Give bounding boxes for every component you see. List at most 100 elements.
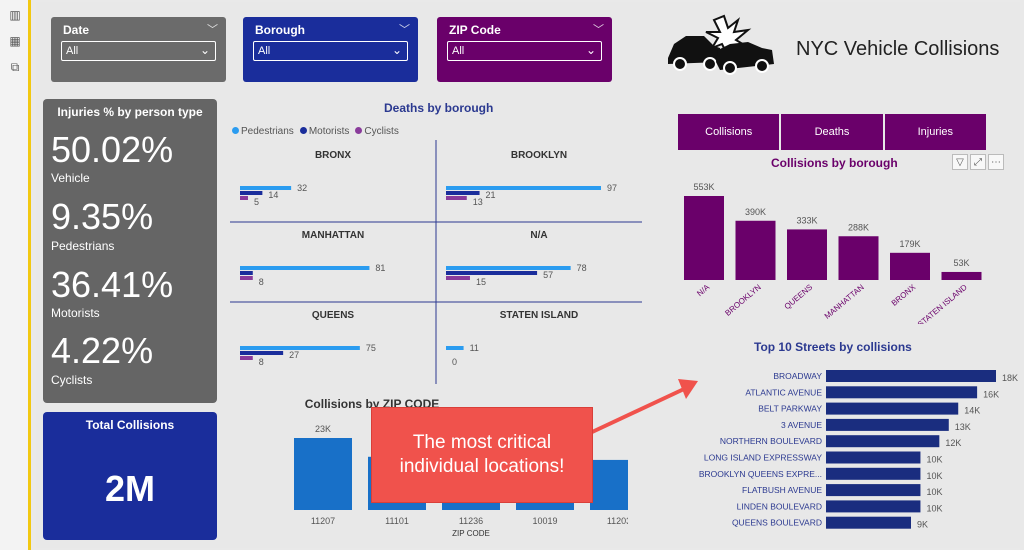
street-bar [826,500,921,513]
data-label: 553K [693,182,714,192]
data-label: 179K [899,239,920,249]
street-bar [826,516,911,529]
date-dropdown[interactable]: All ⌄ [61,41,216,61]
data-view-icon[interactable]: ▦ [9,34,21,48]
date-slicer[interactable]: Date ﹀ All ⌄ [51,17,226,82]
category-label: BRONX [890,282,918,308]
category-label: QUEENS [783,283,815,312]
category-label: 11101 [385,516,409,526]
borough-slicer[interactable]: Borough ﹀ All ⌄ [243,17,418,82]
chevron-down-icon: ⌄ [585,43,596,57]
category-label: MANHATTAN [823,282,866,320]
slicer-title: ZIP Code [449,23,501,37]
death-bar [240,266,370,270]
filter-icon[interactable]: ▽ [952,154,968,170]
callout-line-2: individual locations! [399,456,565,477]
death-bar [446,346,464,350]
data-label: 13K [955,422,971,432]
death-bar [446,266,571,270]
chevron-down-icon: ⌄ [199,43,210,57]
data-label: 10K [926,471,942,481]
data-label: 10K [926,487,942,497]
death-bar [446,186,601,190]
panel-title: N/A [530,230,547,241]
category-label: BROOKLYN [723,283,763,318]
data-label: 81 [375,263,385,273]
category-label: BROADWAY [773,371,822,381]
data-label: 18K [1002,373,1018,383]
street-bar [826,451,921,464]
callout-line-1: The most critical [412,432,552,453]
chevron-down-icon[interactable]: ﹀ [207,24,218,36]
death-bar [240,346,360,350]
legend-item-cyclists[interactable]: Cyclists [355,126,399,137]
data-label: 13 [473,197,483,207]
category-label: NORTHERN BOULEVARD [720,436,822,446]
data-label: 16K [983,389,999,399]
legend-item-pedestrians[interactable]: Pedestrians [232,126,294,137]
panel-title: BROOKLYN [511,150,567,161]
zip-code-dropdown[interactable]: All ⌄ [447,41,602,61]
data-label: 10K [926,455,942,465]
death-bar [240,271,253,275]
pedestrians-percent: 9.35% [51,196,154,237]
cyclists-percent: 4.22% [51,330,154,371]
data-label: 15 [476,277,486,287]
borough-bar [684,196,724,280]
chevron-down-icon[interactable]: ﹀ [399,24,410,36]
injuries-card: Injuries % by person type 50.02% Vehicle… [43,99,217,403]
focus-mode-icon[interactable]: ⤢ [970,154,986,170]
report-view-icon[interactable]: ▥ [9,8,21,22]
report-title: NYC Vehicle Collisions [796,38,1000,60]
street-bar [826,370,996,382]
data-label: 8 [259,277,264,287]
panel-title: QUEENS [312,310,355,321]
data-label: 75 [366,343,376,353]
data-label: 27 [289,350,299,360]
death-bar [240,356,253,360]
data-label: 8 [259,357,264,367]
street-bar [826,484,921,497]
top-streets-chart[interactable]: BROADWAY 18K ATLANTIC AVENUE 16K BELT PARKWA… [656,364,1018,536]
category-label: STATEN ISLAND [916,282,969,324]
legend-dot [232,127,239,134]
data-label: 57 [543,270,553,280]
pedestrians-label: Pedestrians [51,239,115,253]
data-label: 288K [848,222,869,232]
zip-bar [590,459,628,510]
more-options-icon[interactable]: ⋯ [988,154,1004,170]
callout-arrow [589,379,698,435]
slicer-title: Borough [255,23,305,37]
borough-bar [838,236,879,280]
top-streets-title: Top 10 Streets by collisions [754,340,912,354]
data-label: 97 [607,183,617,193]
tab-injuries[interactable]: Injuries [884,114,988,150]
slicer-value: All [258,45,271,57]
death-bar [240,276,253,280]
borough-bar [941,271,982,280]
slicer-value: All [66,45,79,57]
visual-toolbar: ▽ ⤢ ⋯ [952,154,1004,170]
vehicle-percent: 50.02% [51,129,174,170]
category-label: QUEENS BOULEVARD [732,518,822,528]
street-bar [826,435,940,448]
deaths-chart-title: Deaths by borough [384,101,494,115]
tab-collisions[interactable]: Collisions [678,114,782,150]
death-bar [446,191,480,195]
borough-dropdown[interactable]: All ⌄ [253,41,408,61]
legend-item-motorists[interactable]: Motorists [299,126,349,137]
collisions-by-borough-chart[interactable]: 553K N/A 390K BROOKLYN 333K QUEENS 288K MANHATT… [670,174,990,324]
model-view-icon[interactable]: ⧉ [10,60,20,74]
zip-code-slicer[interactable]: ZIP Code ﹀ All ⌄ [437,17,612,82]
panel-title: STATEN ISLAND [500,310,579,321]
card-title: Injuries % by person type [57,105,203,119]
category-label: FLATBUSH AVENUE [742,485,822,495]
tab-deaths[interactable]: Deaths [781,114,885,150]
chevron-down-icon[interactable]: ﹀ [593,24,604,36]
report-canvas: Date ﹀ All ⌄ Borough ﹀ All ⌄ ZIP Code ﹀ … [36,2,1020,548]
death-bar [446,271,538,275]
category-label: 11203 [607,516,628,526]
data-label: 12K [945,438,961,448]
zip-bar [294,438,352,510]
